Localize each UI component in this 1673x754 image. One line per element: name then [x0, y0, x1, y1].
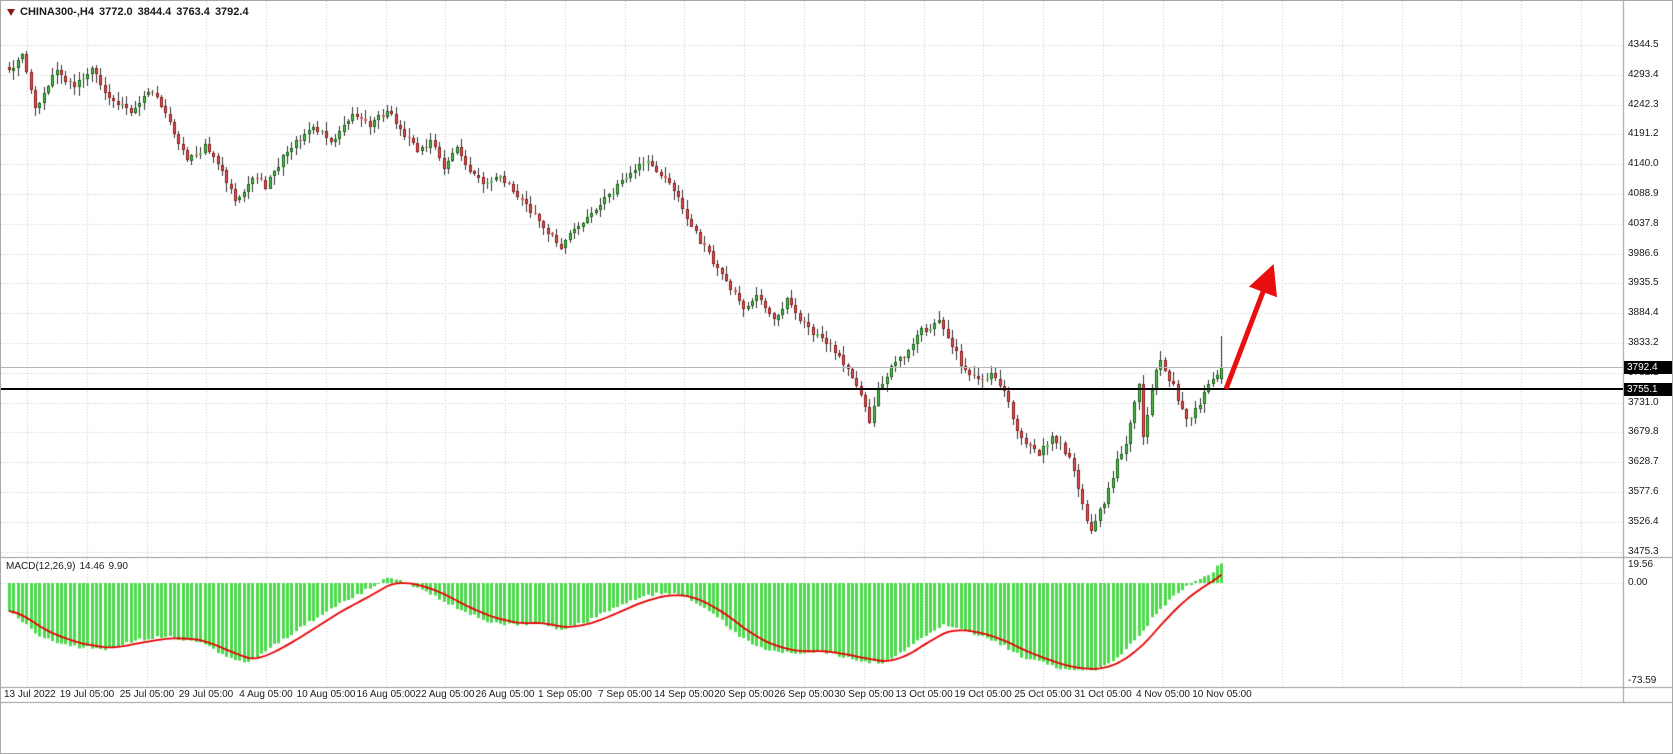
price-axis-label: 4242.3	[1628, 99, 1659, 110]
horizontal-line-3755[interactable]	[1, 388, 1623, 390]
price-axis-label: 4293.4	[1628, 69, 1659, 80]
trend-arrow-annotation[interactable]	[1201, 241, 1301, 401]
macd-indicator-label: MACD(12,26,9) 14.46 9.90	[6, 561, 128, 572]
time-axis-label: 1 Sep 05:00	[538, 689, 592, 700]
price-axis-label: 4088.9	[1628, 188, 1659, 199]
time-axis-label: 13 Jul 2022	[4, 689, 56, 700]
hline-price-tag: 3755.1	[1624, 383, 1672, 396]
time-axis[interactable]: 13 Jul 2022 19 Jul 05:00 25 Jul 05:00 29 Ju…	[1, 689, 1623, 703]
time-axis-label: 10 Nov 05:00	[1192, 689, 1252, 700]
price-axis-label: 4344.5	[1628, 39, 1659, 50]
macd-value: 14.46	[79, 561, 105, 572]
quote-low: 3763.4	[176, 6, 210, 18]
time-axis-label: 4 Aug 05:00	[239, 689, 293, 700]
price-axis-label: 3475.3	[1628, 546, 1659, 557]
price-axis-label: 3935.5	[1628, 277, 1659, 288]
time-axis-label: 7 Sep 05:00	[598, 689, 652, 700]
price-axis-label: 3833.2	[1628, 337, 1659, 348]
quote-high: 3844.4	[137, 6, 172, 18]
price-axis[interactable]: 4344.5 4293.4 4242.3 4191.2 4140.0 4088.9 4037…	[1624, 1, 1672, 703]
price-axis-label: 3679.8	[1628, 426, 1659, 437]
symbol-name: CHINA300-,H4	[20, 6, 94, 18]
time-axis-label: 20 Sep 05:00	[714, 689, 774, 700]
bid-price-tag: 3792.4	[1624, 361, 1672, 374]
time-axis-label: 13 Oct 05:00	[895, 689, 953, 700]
time-axis-label: 19 Jul 05:00	[59, 689, 115, 700]
macd-axis-label: 19.56	[1628, 559, 1654, 570]
bid-price-line	[1, 367, 1623, 368]
symbol-ohlc-line: CHINA300-,H4 3772.0 3844.4 3763.4 3792.4	[7, 6, 249, 18]
price-axis-label: 3884.4	[1628, 307, 1659, 318]
price-axis-label: 4140.0	[1628, 158, 1659, 169]
time-axis-label: 31 Oct 05:00	[1074, 689, 1132, 700]
time-axis-label: 14 Sep 05:00	[654, 689, 714, 700]
macd-name: MACD(12,26,9)	[6, 561, 76, 572]
quote-open: 3772.0	[98, 6, 133, 18]
price-axis-label: 3526.4	[1628, 516, 1659, 527]
price-axis-label: 3577.6	[1628, 486, 1659, 497]
price-axis-label: 3986.6	[1628, 248, 1659, 259]
time-axis-label: 26 Aug 05:00	[475, 689, 535, 700]
time-axis-label: 29 Jul 05:00	[178, 689, 234, 700]
macd-axis-label: 0.00	[1628, 577, 1648, 588]
time-axis-label: 10 Aug 05:00	[296, 689, 356, 700]
price-axis-label: 4191.2	[1628, 128, 1659, 139]
symbol-triangle-icon	[7, 8, 15, 16]
time-axis-label: 30 Sep 05:00	[834, 689, 894, 700]
price-axis-label: 3628.7	[1628, 456, 1659, 467]
time-axis-label: 22 Aug 05:00	[415, 689, 475, 700]
time-axis-label: 16 Aug 05:00	[356, 689, 416, 700]
macd-signal-value: 9.90	[108, 561, 128, 572]
time-axis-label: 25 Jul 05:00	[119, 689, 175, 700]
trend-arrow-shaft[interactable]	[1223, 263, 1277, 390]
price-axis-label: 4037.8	[1628, 218, 1659, 229]
time-axis-label: 25 Oct 05:00	[1014, 689, 1072, 700]
quote-close: 3792.4	[214, 6, 249, 18]
price-axis-label: 3731.0	[1628, 397, 1659, 408]
time-axis-label: 19 Oct 05:00	[954, 689, 1012, 700]
time-axis-label: 4 Nov 05:00	[1136, 689, 1190, 700]
time-axis-label: 26 Sep 05:00	[774, 689, 834, 700]
macd-axis-label: -73.59	[1628, 675, 1657, 686]
